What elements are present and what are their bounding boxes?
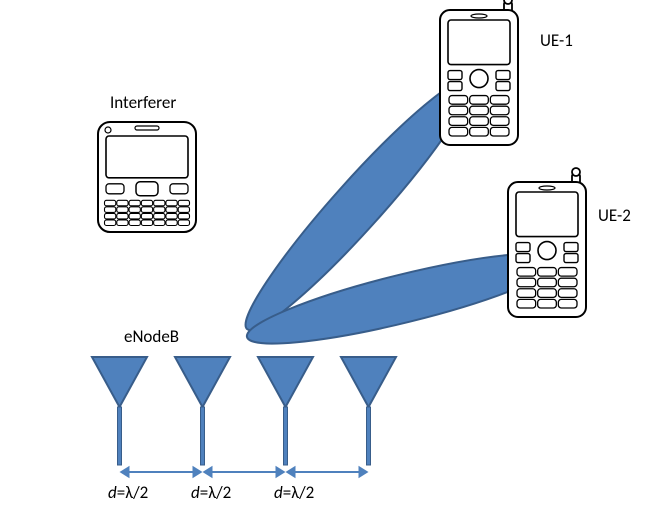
dim-arrow-1 — [120, 466, 203, 479]
spacing-3-label: d=λ/2 — [274, 482, 314, 503]
interferer-phone-icon — [98, 122, 196, 232]
dim-arrow-2 — [203, 466, 286, 479]
spacing-1-label: d=λ/2 — [108, 482, 148, 503]
antenna-1 — [92, 357, 147, 465]
ue2-label: UE-2 — [598, 205, 631, 226]
antenna-2 — [175, 357, 230, 465]
spacing-2-label: d=λ/2 — [191, 482, 231, 503]
ue1-label: UE-1 — [540, 30, 573, 51]
interferer-label: Interferer — [110, 92, 176, 113]
dim-arrow-3 — [286, 466, 369, 479]
antenna-3 — [258, 357, 313, 465]
ue2-phone-icon — [508, 168, 586, 317]
antenna-4 — [341, 357, 396, 465]
ue1-phone-icon — [440, 0, 518, 145]
enodeb-label: eNodeB — [124, 326, 179, 347]
